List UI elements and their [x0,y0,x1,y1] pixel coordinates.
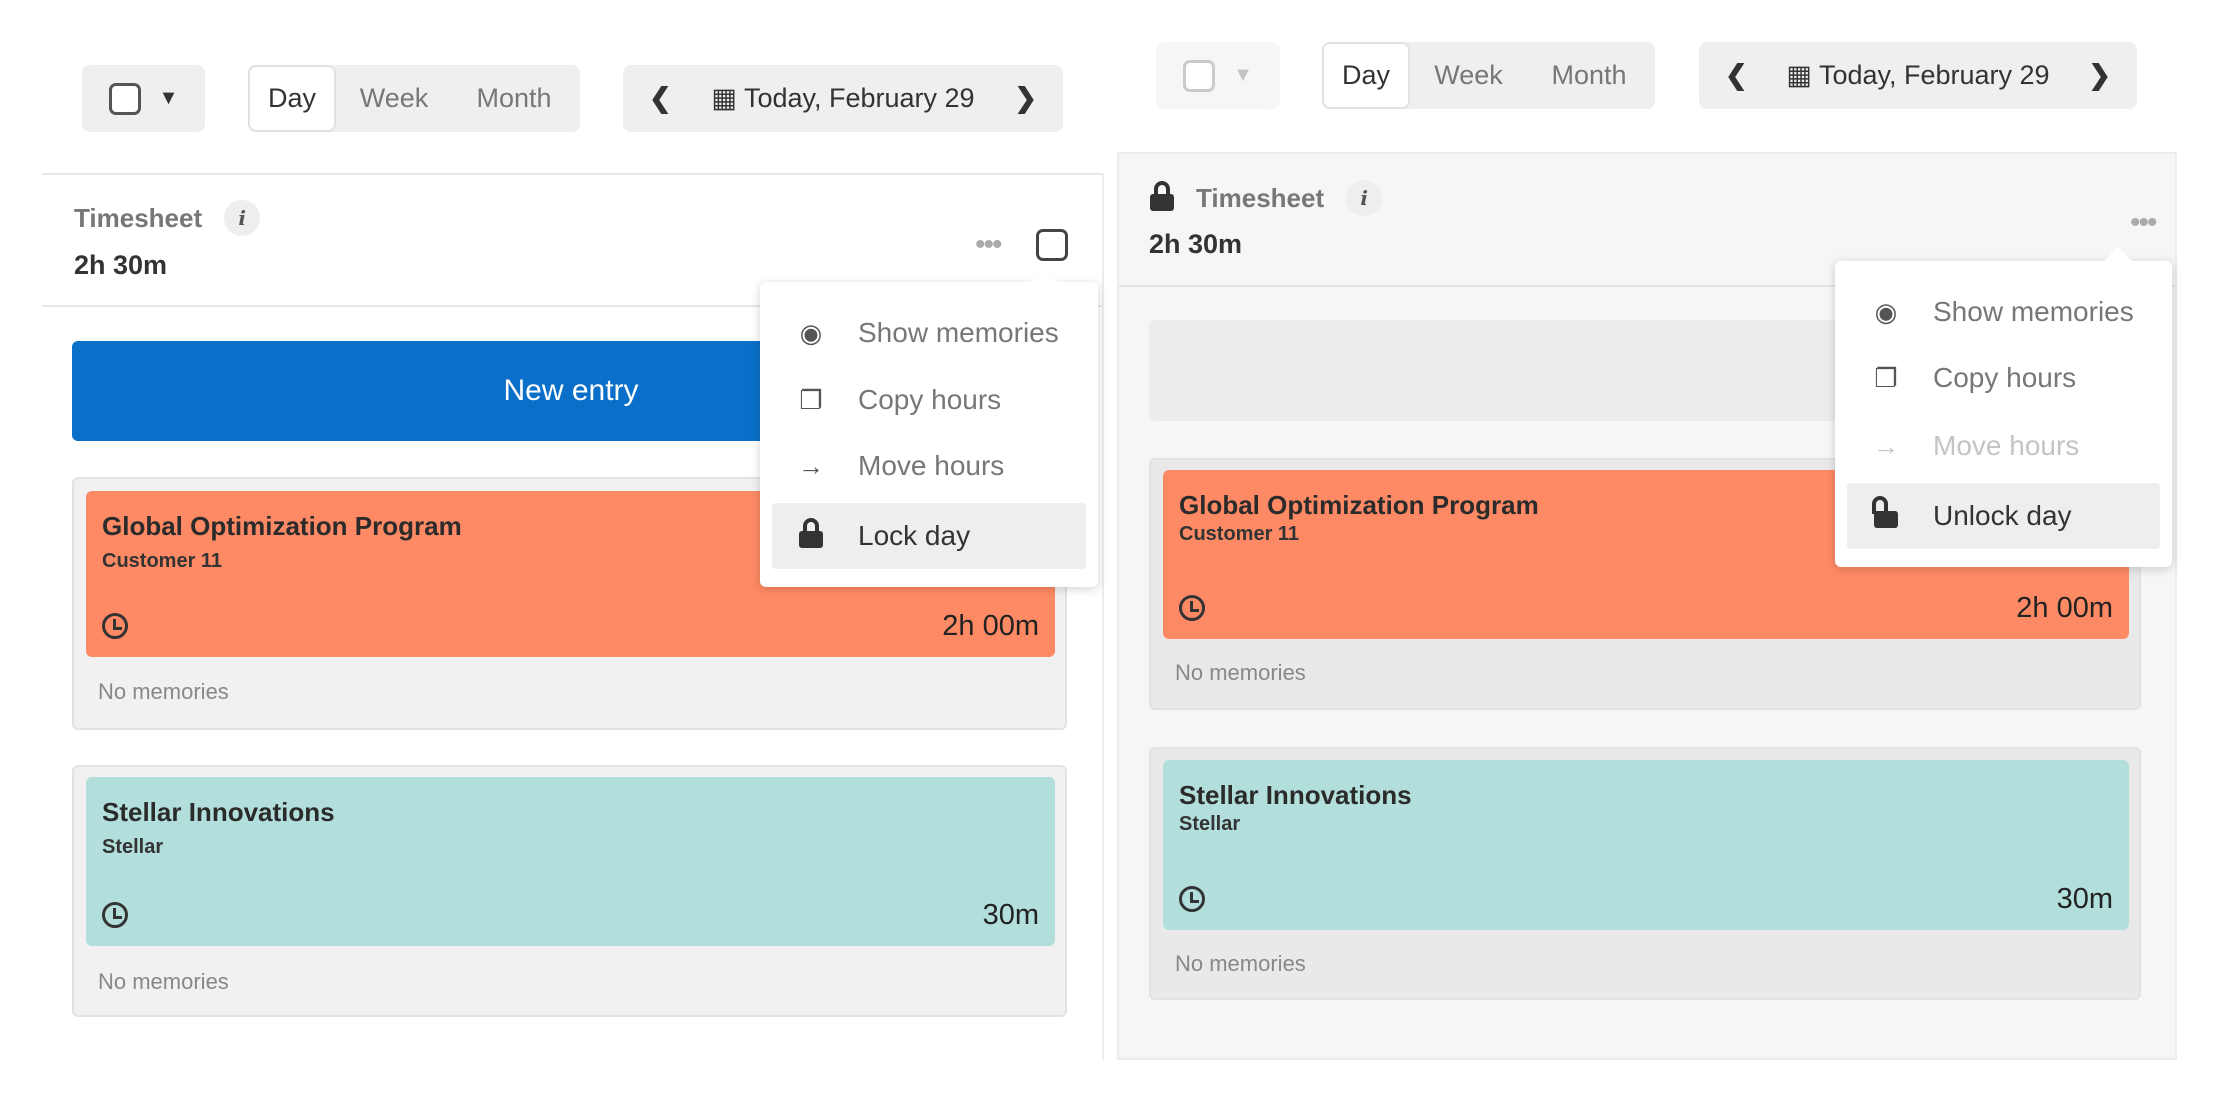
chevron-right-icon[interactable]: ❯ [2088,60,2111,90]
entry-body[interactable]: Stellar Innovations Stellar 30m [1163,760,2129,930]
eye-icon: ◉ [1874,296,1898,327]
entry-customer: Stellar [1179,813,1241,835]
clock-icon [102,902,128,928]
date-navigator: ❮ ▦ Today, February 29 ❯ [1699,42,2137,109]
entry-title: Global Optimization Program [1179,490,1539,520]
entry-memories: No memories [1175,951,1306,976]
tab-week[interactable]: Week [1434,60,1503,90]
menu-item-label: Show memories [858,317,1059,348]
select-all-checkbox[interactable] [108,82,141,115]
menu-item-unlock-day[interactable]: Unlock day [1847,483,2160,549]
select-all-checkbox [1183,59,1216,92]
arrow-right-icon: → [798,450,824,481]
clock-icon [1179,886,1205,912]
divider [1102,173,1104,1060]
menu-item-move-hours[interactable]: → Move hours [772,433,1086,499]
more-options-icon[interactable]: ••• [2130,206,2157,239]
menu-item-show-memories[interactable]: ◉ Show memories [1847,279,2160,345]
clock-icon [102,613,128,639]
tab-day[interactable]: Day [1322,42,1410,109]
day-checkbox[interactable] [1036,229,1068,261]
menu-item-label: Move hours [858,450,1005,481]
entry-customer: Stellar [102,836,164,858]
tab-month[interactable]: Month [1551,60,1627,90]
menu-item-show-memories[interactable]: ◉ Show memories [772,300,1086,366]
timesheet-total: 2h 30m [74,250,168,280]
entry-duration: 2h 00m [942,610,1039,642]
unlock-icon [1869,495,1903,535]
entry-body[interactable]: Stellar Innovations Stellar 30m [86,777,1055,946]
tab-month[interactable]: Month [476,83,552,113]
entry-title: Stellar Innovations [102,797,335,827]
menu-item-copy-hours[interactable]: ❐ Copy hours [772,367,1086,433]
menu-item-lock-day[interactable]: Lock day [772,503,1086,569]
menu-item-label: Copy hours [858,384,1002,415]
date-label: Today, February 29 [743,83,975,113]
more-options-icon[interactable]: ••• [975,228,1002,261]
calendar-icon: ▦ [711,83,737,113]
day-options-menu: ◉ Show memories ❐ Copy hours → Move hours U… [1835,247,2172,567]
menu-item-move-hours: → Move hours [1847,413,2160,479]
eye-icon: ◉ [799,317,823,348]
chevron-right-icon[interactable]: ❯ [1014,83,1037,113]
menu-item-copy-hours[interactable]: ❐ Copy hours [1847,345,2160,411]
date-navigator: ❮ ▦ Today, February 29 ❯ [623,65,1063,132]
tab-day[interactable]: Day [248,65,336,132]
divider [42,305,1102,307]
entry-memories: No memories [98,679,229,704]
day-options-menu: ◉ Show memories ❐ Copy hours → Move hours L… [760,268,1098,587]
arrow-right-icon: → [1873,430,1899,461]
caret-down-icon: ▼ [1233,64,1253,86]
info-icon[interactable]: i [224,200,261,236]
view-switcher: Day Week Month [1322,42,1655,109]
clock-icon [1179,595,1205,621]
date-display: ▦ Today, February 29 [1786,60,2049,91]
info-icon[interactable]: i [1346,180,1383,216]
menu-item-label: Show memories [1933,296,2134,327]
entry-duration: 30m [982,899,1039,931]
divider [1119,285,2175,287]
entry-title: Global Optimization Program [102,511,462,541]
tab-week[interactable]: Week [359,83,429,113]
view-switcher: Day Week Month [248,65,580,132]
calendar-icon: ▦ [1786,60,1812,90]
lock-icon [1150,180,1174,216]
menu-item-label: Unlock day [1933,500,2072,531]
entry-duration: 30m [2056,883,2113,915]
caret-down-icon: ▼ [158,87,179,109]
divider [42,173,1102,175]
timesheet-label: Timesheet [74,202,203,233]
menu-item-label: Move hours [1933,430,2080,461]
select-all-dropdown: ▼ [1156,42,1280,109]
copy-icon: ❐ [1874,362,1898,393]
menu-item-label: Lock day [858,520,971,551]
entry-memories: No memories [98,969,229,994]
timesheet-total: 2h 30m [1149,229,1243,259]
entry-customer: Customer 11 [1179,523,1300,545]
timesheet-label: Timesheet [1196,182,1325,213]
menu-item-label: Copy hours [1933,362,2077,393]
lock-icon [794,517,828,555]
date-display: ▦ Today, February 29 [711,83,974,114]
select-all-dropdown[interactable]: ▼ [82,65,205,132]
copy-icon: ❐ [799,384,823,415]
chevron-left-icon[interactable]: ❮ [1725,60,1748,90]
entry-memories: No memories [1175,660,1306,685]
entry-duration: 2h 00m [2016,592,2113,624]
entry-title: Stellar Innovations [1179,780,1412,810]
chevron-left-icon[interactable]: ❮ [649,83,672,113]
entry-customer: Customer 11 [102,550,223,572]
entry-card[interactable]: Stellar Innovations Stellar 30m No memor… [72,765,1067,1017]
entry-card[interactable]: Stellar Innovations Stellar 30m No memor… [1149,747,2141,1000]
date-label: Today, February 29 [1818,60,2050,90]
